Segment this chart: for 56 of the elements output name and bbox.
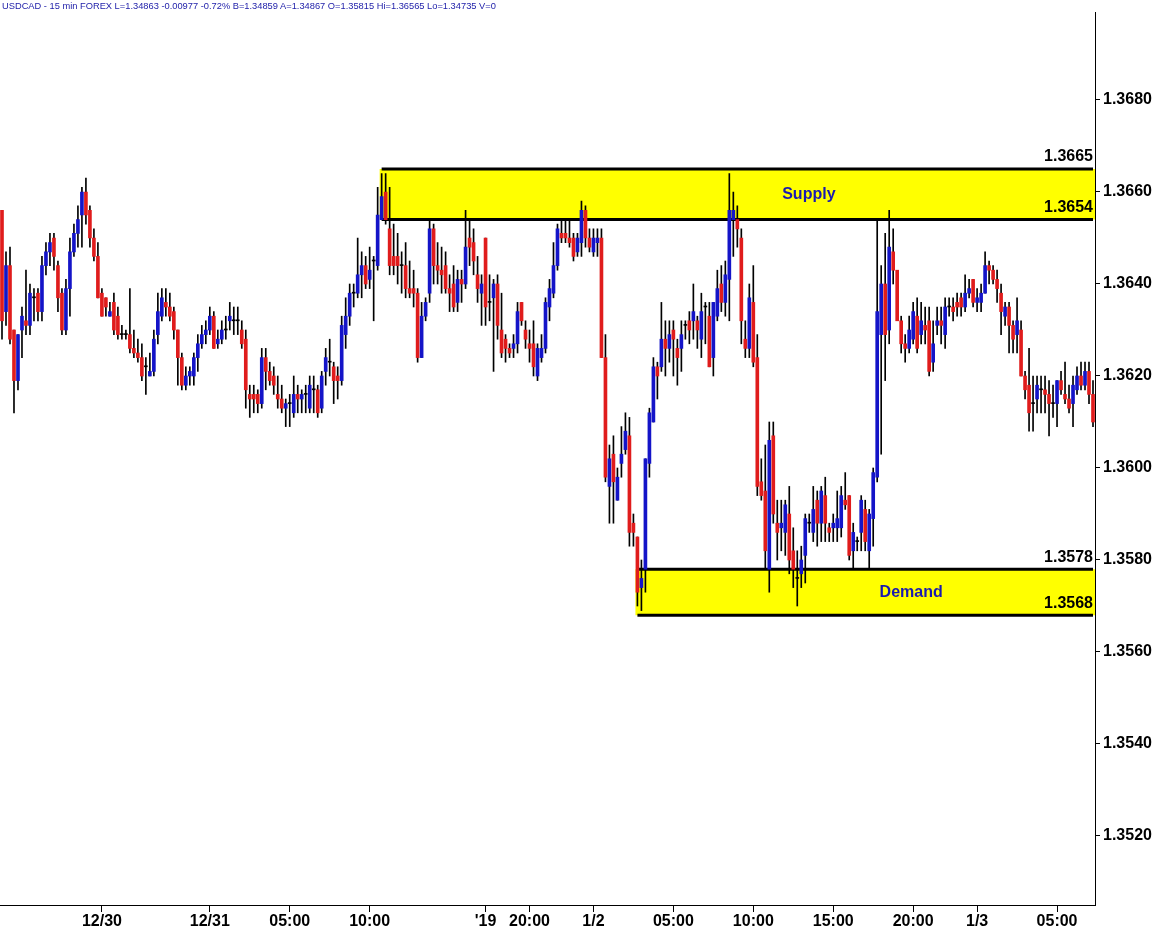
data-label: 1.3578: [1044, 547, 1094, 565]
y-tick-label: 1.3640: [1103, 274, 1153, 292]
candlestick: [251, 384, 256, 414]
data-label: 1.3665: [1044, 147, 1094, 165]
x-tick-label: 05:00: [269, 912, 311, 930]
y-tick-label: 1.3560: [1103, 642, 1153, 660]
x-tick-label: 10:00: [732, 912, 774, 930]
x-tick-label: 20:00: [509, 912, 551, 930]
candlestick: [283, 398, 288, 427]
x-tick-label: 05:00: [652, 912, 694, 930]
y-tick-label: 1.3680: [1103, 90, 1153, 108]
x-tick-label: 12/30: [81, 912, 123, 930]
candlestick: [1047, 380, 1051, 437]
candlestick: [231, 306, 236, 335]
candlestick: [295, 384, 300, 414]
x-tick-label: 20:00: [892, 912, 934, 930]
y-tick-label: 1.3660: [1103, 182, 1153, 200]
x-tick-label: 05:00: [1036, 912, 1078, 930]
candlestick: [779, 499, 784, 552]
x-tick-label: 1/2: [582, 912, 605, 930]
candlestick: [299, 389, 304, 414]
candlestick: [975, 288, 979, 312]
data-label: 1.3568: [1044, 593, 1094, 611]
candlestick: [955, 292, 959, 317]
candlestick: [807, 513, 812, 533]
candlestick: [32, 288, 36, 322]
data-label: 1.3654: [1044, 198, 1094, 216]
candlestick: [120, 325, 124, 340]
x-tick-label: 15:00: [812, 912, 854, 930]
chart-title: USDCAD - 15 min FOREX L=1.34863 -0.00977 -0.72% B=1.34859 A=1.34867 O=1.35815 Hi=1.36565 Lo=1.34735 V=0: [2, 0, 496, 12]
candlestick: [303, 384, 308, 414]
x-tick-label: '19: [474, 912, 497, 930]
candlestick: [128, 288, 132, 354]
candlestick: [951, 297, 955, 322]
x-tick-label: 1/3: [965, 912, 989, 930]
candlestick: [939, 306, 943, 345]
x-tick-label: 12/31: [189, 912, 230, 930]
band-label: Supply: [782, 184, 836, 202]
candlestick: [1031, 375, 1035, 432]
candlestick: [287, 394, 292, 427]
candlestick: [1051, 384, 1055, 418]
y-tick-label: 1.3600: [1103, 458, 1153, 476]
candlestick: [164, 288, 168, 317]
candlestick: [311, 375, 316, 414]
candlestick: [24, 269, 28, 335]
candlestick: [835, 490, 840, 542]
candlestick: [1039, 375, 1043, 414]
x-tick-label: 10:00: [349, 912, 391, 930]
candlestick: [335, 366, 340, 400]
y-tick-label: 1.3620: [1103, 366, 1153, 384]
candlestick: [831, 513, 836, 542]
y-tick-label: 1.3520: [1103, 826, 1153, 844]
candlestick: [144, 357, 148, 395]
y-tick-label: 1.3580: [1103, 550, 1153, 568]
y-tick-label: 1.3540: [1103, 734, 1153, 752]
band-label: Demand: [879, 582, 943, 600]
